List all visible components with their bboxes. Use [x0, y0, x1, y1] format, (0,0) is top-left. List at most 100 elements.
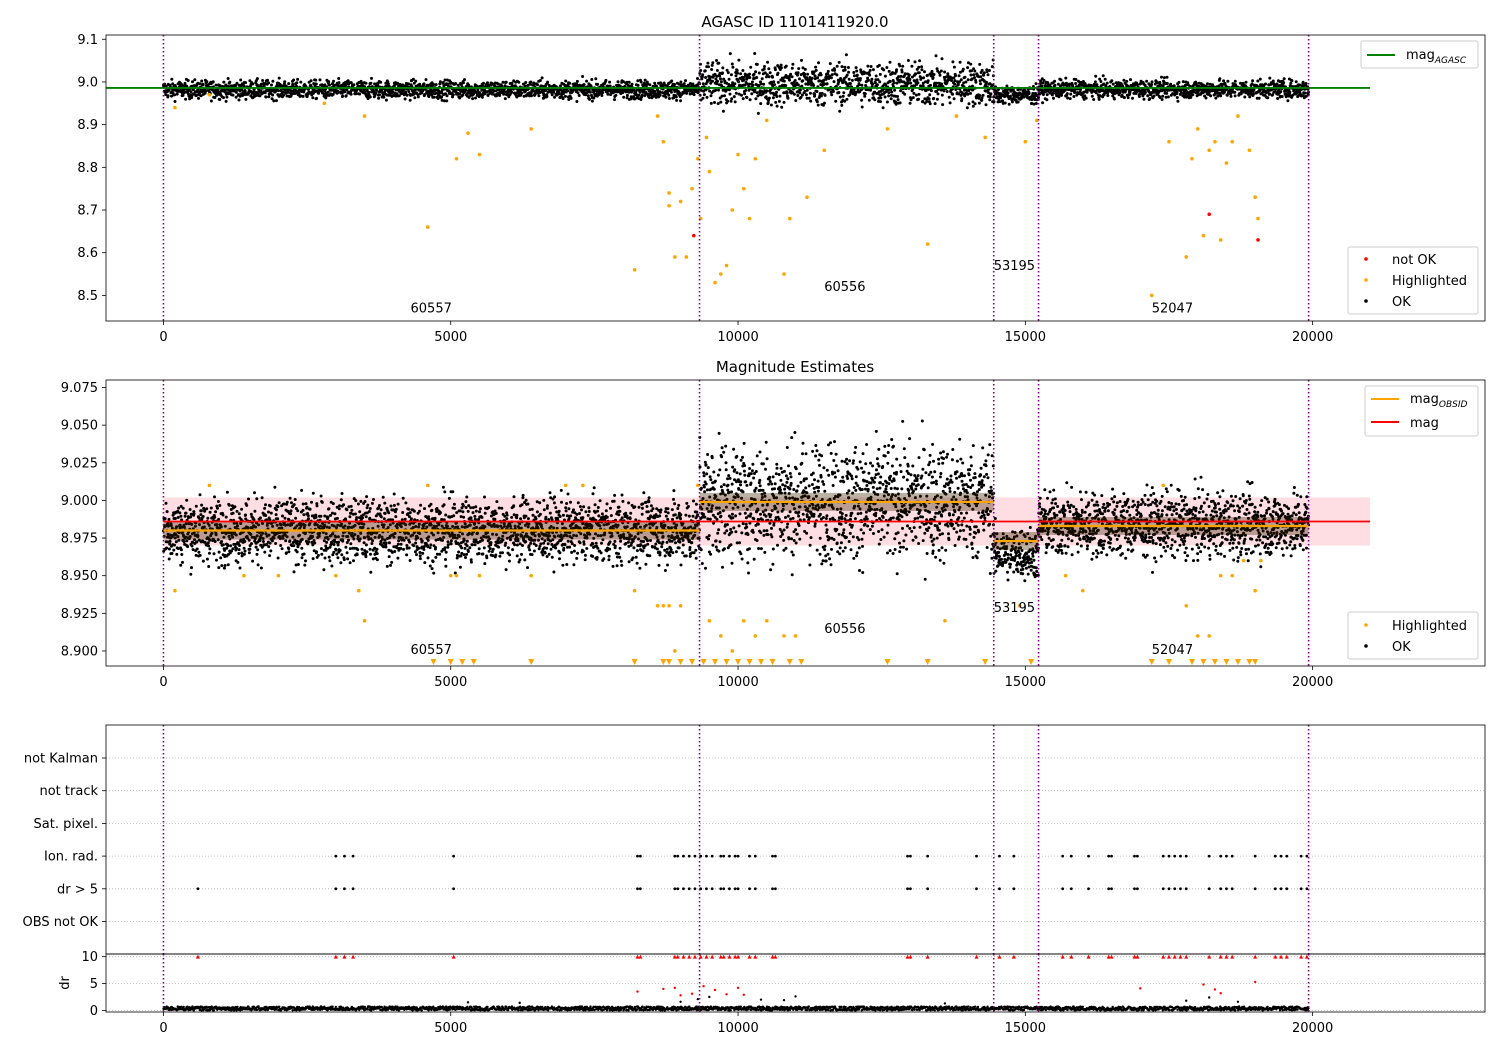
ok-point [961, 67, 965, 71]
ok-point [969, 73, 973, 77]
panel1-axes: 0 5000 10000 15000 200008.58.68.78.88.99.09.… [77, 33, 1333, 345]
panel1-legend-bottom: not OK Highlighted OK [1347, 246, 1479, 315]
ok-point [173, 517, 177, 520]
ok-point [672, 96, 676, 100]
ok-point [729, 99, 733, 103]
panel1-title: AGASC ID 1101411920.0 [701, 13, 888, 31]
ok-point [352, 497, 356, 501]
ok-point [295, 524, 299, 528]
ok-point [212, 552, 216, 556]
ok-point [723, 94, 726, 98]
highlighted-point [730, 208, 735, 212]
ok-point [885, 100, 889, 104]
ok-point [1288, 90, 1292, 94]
ok-point [365, 550, 369, 554]
ok-point [707, 65, 710, 69]
ok-point [873, 98, 877, 102]
highlighted-point [454, 156, 459, 161]
ok-point [948, 101, 952, 105]
ok-point [206, 516, 210, 520]
ok-point [813, 74, 817, 78]
ok-point [709, 75, 712, 79]
ok-point [238, 566, 242, 570]
ok-point [800, 58, 803, 62]
ok-point [679, 80, 683, 84]
ok-point [324, 544, 328, 548]
ok-point [765, 89, 769, 93]
ok-point [1251, 79, 1255, 83]
ok-point [330, 564, 334, 568]
ok-point [978, 79, 982, 83]
ok-point [1084, 96, 1088, 100]
ok-point [230, 549, 233, 553]
ok-point [456, 83, 460, 87]
ok-point [246, 527, 250, 530]
ok-point [163, 517, 167, 521]
ok-point [826, 72, 830, 76]
ok-point [195, 93, 198, 97]
ok-point [352, 83, 356, 87]
ok-point [515, 91, 519, 95]
ok-point [1191, 93, 1195, 97]
ok-point [459, 83, 463, 87]
ok-point [193, 78, 197, 82]
ok-point [315, 523, 319, 527]
ok-point [1064, 81, 1068, 85]
ok-point [243, 540, 247, 543]
ok-point [324, 532, 328, 536]
ok-point [349, 542, 353, 546]
ok-point [251, 559, 255, 563]
ok-point [908, 101, 912, 105]
ok-point [954, 74, 957, 78]
ok-point [274, 542, 278, 545]
highlighted-point [1023, 139, 1028, 144]
ok-point [244, 517, 248, 521]
ok-point [661, 91, 664, 95]
ok-point [315, 96, 319, 100]
ok-point [225, 490, 229, 494]
legend-label-mag-agasc: magAGASC [1406, 48, 1467, 66]
ok-point [562, 90, 566, 94]
ok-point [350, 531, 354, 535]
ok-point [185, 539, 189, 543]
ok-point [796, 83, 800, 87]
highlighted-point [782, 272, 786, 276]
ok-point [1081, 80, 1085, 83]
ok-point [278, 537, 282, 541]
ok-point [269, 549, 273, 553]
ok-point [188, 535, 192, 538]
ok-point [287, 550, 291, 554]
ok-point [295, 81, 299, 85]
ok-point [363, 90, 367, 94]
ok-point [936, 92, 940, 96]
ok-point [336, 535, 340, 539]
ok-point [915, 78, 919, 82]
ok-point [1284, 95, 1288, 99]
ok-point [1250, 82, 1254, 86]
ok-point [785, 91, 789, 95]
ok-point [662, 81, 666, 85]
ok-point [351, 535, 355, 538]
ok-point [237, 548, 241, 552]
ok-point [422, 82, 426, 86]
ok-point [843, 65, 847, 69]
ok-point [927, 97, 931, 101]
ok-point [1175, 96, 1179, 99]
ok-point [1065, 92, 1069, 96]
ok-point [804, 82, 808, 86]
ok-point [281, 536, 285, 540]
ok-point [170, 552, 174, 555]
ok-point [194, 504, 198, 508]
ok-point [867, 78, 870, 82]
ok-point [926, 79, 930, 83]
ok-point [958, 70, 962, 74]
ok-point [295, 84, 298, 88]
ok-point [227, 503, 231, 507]
ok-point [877, 63, 881, 67]
ok-point [359, 499, 363, 503]
ok-point [972, 73, 976, 77]
ok-point [796, 71, 800, 75]
x-tick-label: 20000 [1292, 330, 1333, 345]
ok-point [1301, 80, 1305, 84]
ok-point [950, 79, 953, 82]
